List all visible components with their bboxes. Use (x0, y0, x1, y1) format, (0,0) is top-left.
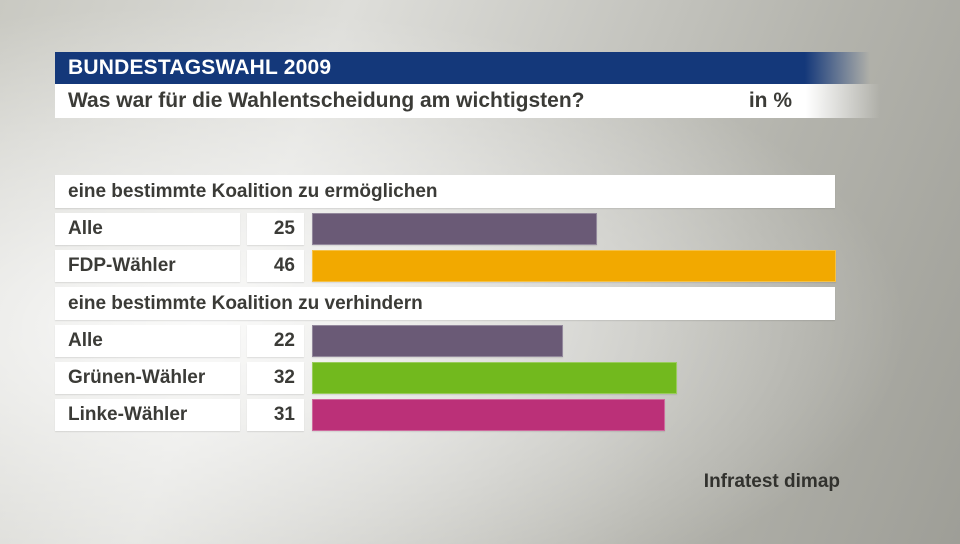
bar-row: Alle 25 (55, 213, 960, 245)
bar-row: Alle 22 (55, 325, 960, 357)
unit-label: in % (748, 89, 792, 112)
question-label: Was war für die Wahlentscheidung am wich… (68, 89, 585, 112)
row-label: Alle (55, 213, 240, 245)
row-value: 22 (247, 325, 304, 357)
bar-row: Grünen-Wähler 32 (55, 362, 960, 394)
question-bar: Was war für die Wahlentscheidung am wich… (55, 84, 880, 118)
bar-row: Linke-Wähler 31 (55, 399, 960, 431)
kicker-bar: BUNDESTAGSWAHL 2009 (55, 52, 870, 84)
row-bar (312, 325, 563, 357)
kicker-label: BUNDESTAGSWAHL 2009 (68, 56, 332, 79)
row-value: 31 (247, 399, 304, 431)
row-label: Linke-Wähler (55, 399, 240, 431)
row-value: 25 (247, 213, 304, 245)
bar-row: FDP-Wähler 46 (55, 250, 960, 282)
row-bar (312, 362, 677, 394)
row-label: Grünen-Wähler (55, 362, 240, 394)
row-value: 32 (247, 362, 304, 394)
row-bar (312, 213, 597, 245)
bar-chart: eine bestimmte Koalition zu ermöglichen A… (55, 175, 960, 436)
row-bar (312, 250, 836, 282)
row-label: FDP-Wähler (55, 250, 240, 282)
row-value: 46 (247, 250, 304, 282)
section-header: eine bestimmte Koalition zu ermöglichen (55, 175, 835, 208)
section-header: eine bestimmte Koalition zu verhindern (55, 287, 835, 320)
row-label: Alle (55, 325, 240, 357)
source-label: Infratest dimap (703, 471, 840, 492)
row-bar (312, 399, 665, 431)
